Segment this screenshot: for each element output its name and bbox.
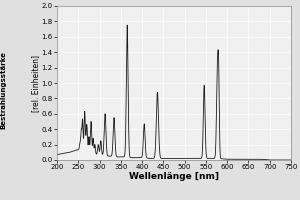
X-axis label: Wellenlänge [nm]: Wellenlänge [nm] [129, 172, 219, 181]
Text: Bestrahlungsstärke: Bestrahlungsstärke [0, 51, 6, 129]
Y-axis label: [rel. Einheiten]: [rel. Einheiten] [31, 54, 40, 112]
